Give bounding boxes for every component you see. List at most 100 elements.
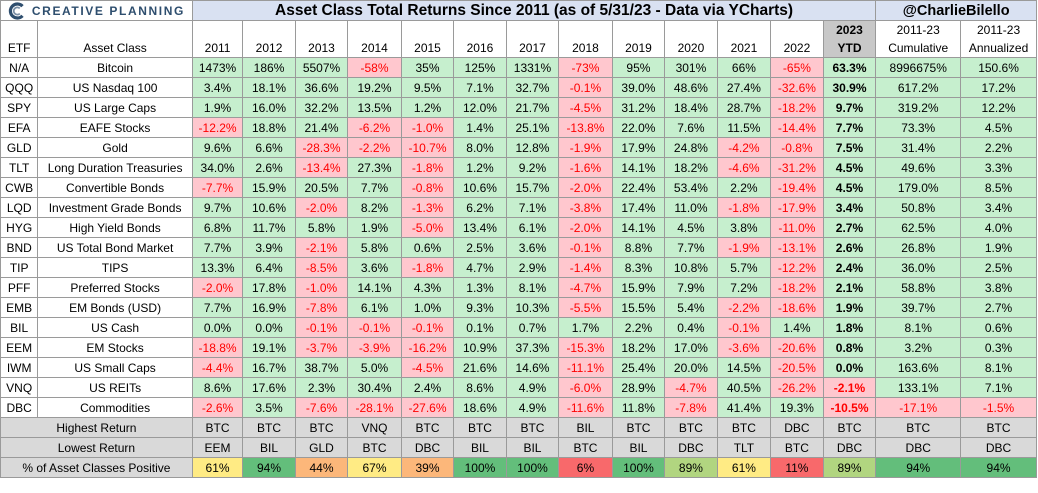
lowest-return-row-label: Lowest Return: [0, 437, 193, 458]
return-cell: -5.5%: [558, 297, 613, 318]
table-row: QQQ US Nasdaq 100 3.4% 18.1% 36.6% 19.2% 9.5% 7…: [0, 77, 1037, 98]
header-year: 2011: [191, 20, 244, 58]
return-cell: -27.6%: [400, 397, 455, 418]
asset-class-name: Convertible Bonds: [37, 177, 193, 198]
ytd-return-cell: -10.5%: [822, 397, 877, 418]
table-row: PFF Preferred Stocks -2.0% 17.8% -1.0% 14.1% 4…: [0, 277, 1037, 298]
highest-return-row-cell: BTC: [505, 417, 560, 438]
highest-return-row-cell: VNQ: [347, 417, 402, 438]
return-cell: -65%: [770, 57, 824, 78]
return-cell: 1.2%: [453, 157, 507, 178]
return-cell: -32.6%: [770, 77, 824, 98]
return-cell: 14.1%: [611, 217, 666, 238]
return-cell: 186%: [242, 57, 296, 78]
return-cell: 11.8%: [611, 397, 666, 418]
pct-positive-cell: 11%: [770, 457, 824, 478]
return-cell: -0.8%: [400, 177, 455, 198]
etf-ticker: IWM: [0, 357, 39, 378]
pct-positive-cell: 100%: [453, 457, 507, 478]
author-handle: @CharlieBilello: [875, 0, 1037, 21]
return-cell: 2.3%: [294, 377, 349, 398]
return-cell: 19.1%: [242, 337, 296, 358]
return-cell: 5.8%: [294, 217, 349, 238]
lowest-return-row-cell: BTC: [347, 437, 402, 458]
return-cell: -10.7%: [400, 137, 455, 158]
header-annualized-line1: 2011-23: [976, 23, 1021, 37]
return-cell: 0.4%: [664, 317, 718, 338]
table-row: EEM EM Stocks -18.8% 19.1% -3.7% -3.9% -16.2% 1…: [0, 337, 1037, 358]
annualized-return-cell: 4.5%: [960, 117, 1037, 138]
return-cell: 9.3%: [453, 297, 507, 318]
return-cell: 3.5%: [242, 397, 296, 418]
annualized-return-cell: 2.7%: [960, 297, 1037, 318]
return-cell: -18.2%: [770, 277, 824, 298]
etf-ticker: SPY: [0, 97, 39, 118]
header-year: 2013: [294, 20, 349, 58]
return-cell: 17.0%: [664, 337, 718, 358]
ytd-return-cell: -2.1%: [822, 377, 877, 398]
header-year: 2021: [716, 20, 772, 58]
ytd-return-cell: 2.1%: [822, 277, 877, 298]
table-row: BIL US Cash 0.0% 0.0% -0.1% -0.1% -0.1% 0.1% 0.7…: [0, 317, 1037, 338]
asset-class-name: US REITs: [37, 377, 193, 398]
return-cell: -2.1%: [294, 237, 349, 258]
return-cell: -16.2%: [400, 337, 455, 358]
cumulative-return-cell: 26.8%: [875, 237, 962, 258]
return-cell: 14.5%: [716, 357, 772, 378]
lowest-return-row-cell: DBC: [875, 437, 962, 458]
cumulative-return-cell: 8.1%: [875, 317, 962, 338]
return-cell: 5.0%: [347, 357, 402, 378]
return-cell: -31.2%: [770, 157, 824, 178]
return-cell: -2.0%: [191, 277, 244, 298]
return-cell: -13.4%: [294, 157, 349, 178]
pct-positive-cell: 89%: [822, 457, 877, 478]
asset-class-name: US Total Bond Market: [37, 237, 193, 258]
return-cell: 10.8%: [664, 257, 718, 278]
highest-return-row-cell: BTC: [242, 417, 296, 438]
return-cell: 1.4%: [453, 117, 507, 138]
return-cell: 18.6%: [453, 397, 507, 418]
return-cell: 1.9%: [347, 217, 402, 238]
return-cell: 10.3%: [505, 297, 560, 318]
cumulative-return-cell: 62.5%: [875, 217, 962, 238]
title-row: CREATIVE PLANNING Asset Class Total Retu…: [0, 0, 1037, 21]
return-cell: -0.1%: [558, 237, 613, 258]
annualized-return-cell: 150.6%: [960, 57, 1037, 78]
etf-ticker: EMB: [0, 297, 39, 318]
return-cell: -18.2%: [770, 97, 824, 118]
cumulative-return-cell: 31.4%: [875, 137, 962, 158]
pct-positive-cell: 100%: [611, 457, 666, 478]
highest-return-row-cell: BTC: [611, 417, 666, 438]
asset-class-name: US Cash: [37, 317, 193, 338]
return-cell: -2.2%: [347, 137, 402, 158]
return-cell: -2.0%: [294, 197, 349, 218]
cumulative-return-cell: -17.1%: [875, 397, 962, 418]
cumulative-return-cell: 49.6%: [875, 157, 962, 178]
return-cell: 16.7%: [242, 357, 296, 378]
header-cumulative-line1: 2011-23: [896, 23, 940, 37]
header-ytd-line1: 2023: [836, 23, 863, 37]
return-cell: -8.5%: [294, 257, 349, 278]
header-annualized: 2011-23 Annualized: [960, 20, 1037, 58]
table-row: EFA EAFE Stocks -12.2% 18.8% 21.4% -6.2% -1.0%…: [0, 117, 1037, 138]
return-cell: -3.9%: [347, 337, 402, 358]
return-cell: 20.0%: [664, 357, 718, 378]
header-asset-class: Asset Class: [37, 20, 193, 58]
return-cell: 22.0%: [611, 117, 666, 138]
return-cell: 19.3%: [770, 397, 824, 418]
ytd-return-cell: 0.0%: [822, 357, 877, 378]
return-cell: 32.2%: [294, 97, 349, 118]
return-cell: -12.2%: [191, 117, 244, 138]
cumulative-return-cell: 617.2%: [875, 77, 962, 98]
brand-name: CREATIVE PLANNING: [31, 3, 185, 18]
brand-logo-cell: CREATIVE PLANNING: [0, 0, 193, 21]
lowest-return-row-cell: DBC: [822, 437, 877, 458]
return-cell: 27.4%: [716, 77, 772, 98]
table-row: TIP TIPS 13.3% 6.4% -8.5% 3.6% -1.8% 4.7% 2.9% -1…: [0, 257, 1037, 278]
annualized-return-cell: 4.0%: [960, 217, 1037, 238]
pct-positive-cell: 44%: [294, 457, 349, 478]
return-cell: -5.0%: [400, 217, 455, 238]
highest-return-row-label: Highest Return: [0, 417, 193, 438]
lowest-return-row-cell: TLT: [716, 437, 772, 458]
return-cell: -18.6%: [770, 297, 824, 318]
